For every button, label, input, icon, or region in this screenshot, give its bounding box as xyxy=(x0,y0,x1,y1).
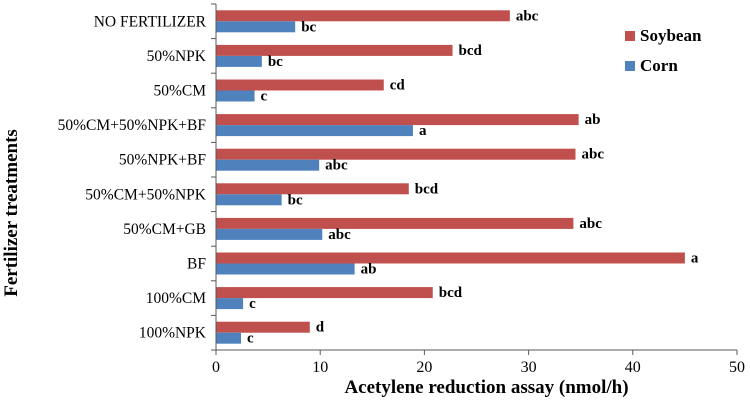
data-label-corn-50-cm: c xyxy=(261,89,268,105)
y-tick-label-no-fertilizer: NO FERTILIZER xyxy=(94,13,207,30)
y-tick-label-100-cm: 100%CM xyxy=(146,290,207,307)
bar-corn-50-cm xyxy=(216,90,255,102)
bar-soybean-50-cm-50-npk xyxy=(216,183,409,195)
bar-soybean-50-cm xyxy=(216,79,384,91)
data-label-soybean-bf: a xyxy=(691,251,699,267)
x-tick-label-40: 40 xyxy=(625,359,641,376)
data-label-corn-50-cm-gb: abc xyxy=(328,227,351,243)
bar-corn-bf xyxy=(216,263,355,275)
y-axis-ticks: NO FERTILIZER 50%NPK 50%CM 50%CM+50%NPK+BF 5… xyxy=(58,3,216,351)
bar-soybean-bf xyxy=(216,252,685,264)
x-tick-label-50: 50 xyxy=(729,359,745,376)
y-tick-label-bf: BF xyxy=(187,256,206,273)
data-labels-layer: abcbcbcdbccdcabaabcabcbcdbcabcabcaabbcdc… xyxy=(247,8,699,346)
data-label-corn-bf: ab xyxy=(361,262,377,278)
x-axis-title: Acetylene reduction assay (nmol/h) xyxy=(344,377,628,398)
data-label-soybean-100-cm: bcd xyxy=(439,285,463,301)
data-label-soybean-50-cm-50-npk-bf: ab xyxy=(585,112,601,128)
y-tick-label-50-cm-50-npk: 50%CM+50%NPK xyxy=(85,186,206,203)
bars-layer xyxy=(216,10,685,344)
data-label-soybean-no-fertilizer: abc xyxy=(516,8,539,24)
data-label-corn-50-npk: bc xyxy=(268,54,283,70)
bar-corn-50-cm-gb xyxy=(216,228,323,240)
data-label-soybean-50-cm: cd xyxy=(390,78,406,94)
y-tick-label-50-npk-bf: 50%NPK+BF xyxy=(119,152,206,169)
y-tick-label-50-cm-gb: 50%CM+GB xyxy=(123,221,206,238)
legend-swatch-soybean xyxy=(625,31,635,41)
x-tick-label-20: 20 xyxy=(416,359,432,376)
bar-corn-100-cm xyxy=(216,298,244,310)
y-axis-title: Fertilizer treatments xyxy=(1,129,22,297)
data-label-soybean-50-npk: bcd xyxy=(459,43,483,59)
bar-corn-50-npk xyxy=(216,55,262,67)
data-label-corn-50-npk-bf: abc xyxy=(325,158,348,174)
bar-soybean-50-npk-bf xyxy=(216,148,576,160)
bar-soybean-no-fertilizer xyxy=(216,10,510,22)
bar-corn-no-fertilizer xyxy=(216,21,296,33)
bar-soybean-50-cm-gb xyxy=(216,217,574,229)
legend-label-soybean: Soybean xyxy=(640,26,702,45)
data-label-corn-50-cm-50-npk-bf: a xyxy=(419,123,427,139)
y-tick-label-100-npk: 100%NPK xyxy=(139,325,207,342)
bar-soybean-100-cm xyxy=(216,287,433,299)
bar-corn-50-cm-50-npk xyxy=(216,194,282,206)
data-label-corn-no-fertilizer: bc xyxy=(301,19,316,35)
data-label-soybean-100-npk: d xyxy=(316,320,325,336)
bar-soybean-50-npk xyxy=(216,44,453,56)
legend-label-corn: Corn xyxy=(640,56,678,75)
data-label-corn-50-cm-50-npk: bc xyxy=(288,192,303,208)
data-label-soybean-50-cm-gb: abc xyxy=(579,216,602,232)
bar-corn-50-npk-bf xyxy=(216,159,320,171)
y-tick-label-50-npk: 50%NPK xyxy=(147,48,207,65)
x-tick-label-10: 10 xyxy=(312,359,328,376)
x-tick-label-0: 0 xyxy=(212,359,220,376)
x-axis-ticks: 0 10 20 30 40 50 xyxy=(212,350,745,376)
data-label-corn-100-npk: c xyxy=(247,331,254,347)
bar-corn-50-cm-50-npk-bf xyxy=(216,125,413,137)
legend-swatch-corn xyxy=(625,61,635,71)
data-label-corn-100-cm: c xyxy=(249,296,256,312)
y-tick-label-50-cm: 50%CM xyxy=(153,83,206,100)
legend: Soybean Corn xyxy=(625,26,702,75)
data-label-soybean-50-npk-bf: abc xyxy=(581,147,604,163)
bar-soybean-100-npk xyxy=(216,321,310,333)
x-tick-label-30: 30 xyxy=(521,359,537,376)
bar-soybean-50-cm-50-npk-bf xyxy=(216,114,579,126)
y-tick-label-50-cm-50-npk-bf: 50%CM+50%NPK+BF xyxy=(58,117,207,134)
bar-corn-100-npk xyxy=(216,332,242,344)
data-label-soybean-50-cm-50-npk: bcd xyxy=(415,181,439,197)
